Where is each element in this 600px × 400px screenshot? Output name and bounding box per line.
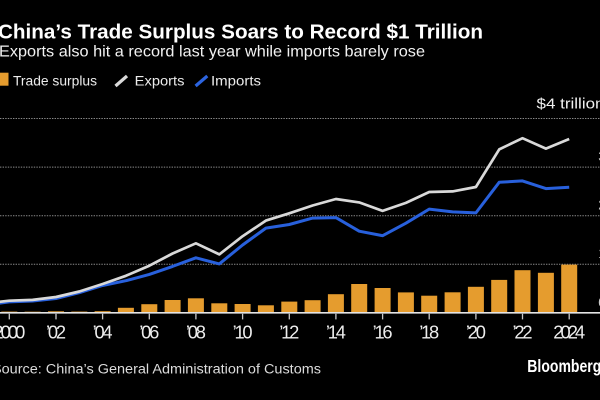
svg-text:Exports also hit a record last: Exports also hit a record last year whil… <box>0 43 425 60</box>
svg-text:Imports: Imports <box>211 74 261 90</box>
svg-text:’04: ’04 <box>93 322 113 343</box>
svg-text:0: 0 <box>598 294 600 310</box>
svg-text:2000: 2000 <box>0 322 25 343</box>
svg-text:1: 1 <box>598 245 600 261</box>
svg-text:Trade surplus: Trade surplus <box>13 74 97 90</box>
svg-text:’06: ’06 <box>139 322 159 343</box>
svg-text:2: 2 <box>598 197 600 213</box>
svg-text:Source: China’s General Admini: Source: China’s General Administration o… <box>0 362 321 378</box>
svg-text:’12: ’12 <box>279 322 299 343</box>
svg-text:$4 trillion: $4 trillion <box>537 97 600 113</box>
svg-text:’22: ’22 <box>513 322 533 343</box>
svg-text:2024: 2024 <box>553 322 585 343</box>
svg-text:Bloomberg: Bloomberg <box>527 356 600 376</box>
svg-text:’20: ’20 <box>466 322 486 343</box>
svg-text:’10: ’10 <box>233 322 253 343</box>
svg-text:’14: ’14 <box>326 322 346 343</box>
svg-text:Exports: Exports <box>135 74 185 90</box>
svg-text:3: 3 <box>598 148 600 164</box>
svg-text:’08: ’08 <box>186 322 206 343</box>
svg-text:’02: ’02 <box>46 322 66 343</box>
svg-text:China’s Trade Surplus Soars to: China’s Trade Surplus Soars to Record $1… <box>0 21 483 43</box>
svg-text:’18: ’18 <box>419 322 439 343</box>
svg-text:’16: ’16 <box>373 322 393 343</box>
